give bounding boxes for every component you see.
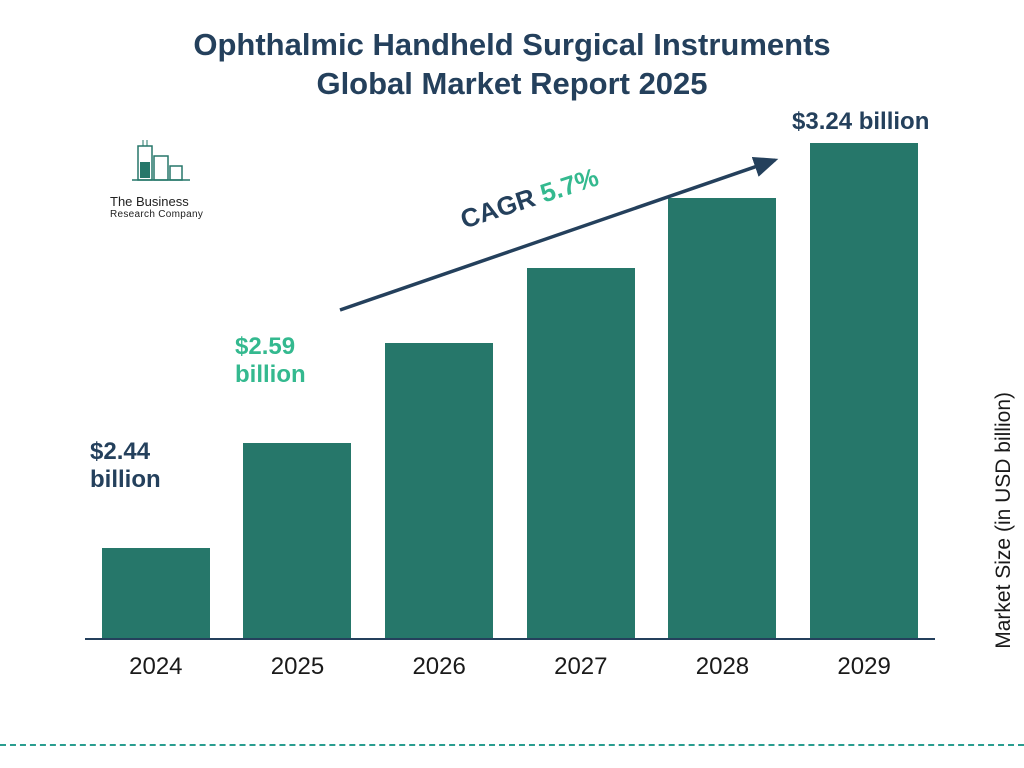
title-line2: Global Market Report 2025 bbox=[316, 66, 707, 101]
x-axis-label: 2024 bbox=[86, 645, 226, 685]
bar-wrap bbox=[86, 548, 226, 638]
y-axis-label: Market Size (in USD billion) bbox=[992, 392, 1016, 649]
x-axis-label: 2029 bbox=[794, 645, 934, 685]
x-axis-label: 2026 bbox=[369, 645, 509, 685]
chart-title: Ophthalmic Handheld Surgical Instruments… bbox=[0, 0, 1024, 104]
bar-wrap bbox=[794, 143, 934, 638]
bar-wrap bbox=[227, 443, 367, 638]
bar bbox=[810, 143, 918, 638]
x-axis-labels: 202420252026202720282029 bbox=[85, 645, 935, 685]
x-axis-label: 2028 bbox=[652, 645, 792, 685]
x-axis-label: 2025 bbox=[227, 645, 367, 685]
value-label: $3.24 billion bbox=[792, 108, 929, 136]
bar bbox=[385, 343, 493, 638]
value-label: $2.44billion bbox=[90, 438, 161, 493]
bottom-dashed-border bbox=[0, 744, 1024, 746]
value-label: $2.59billion bbox=[235, 333, 306, 388]
bar-wrap bbox=[369, 343, 509, 638]
title-line1: Ophthalmic Handheld Surgical Instruments bbox=[193, 27, 830, 62]
x-axis-label: 2027 bbox=[511, 645, 651, 685]
bar bbox=[102, 548, 210, 638]
cagr-annotation: CAGR 5.7% bbox=[330, 145, 810, 325]
bar bbox=[243, 443, 351, 638]
